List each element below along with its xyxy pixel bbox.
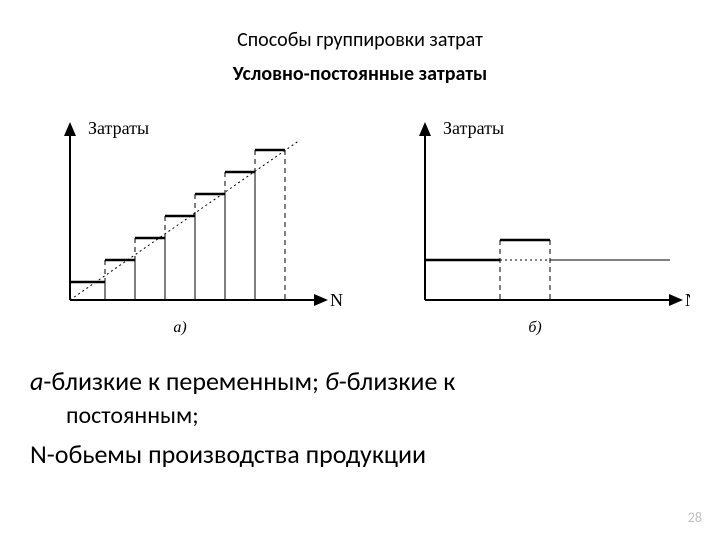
- chart-b: Затраты N б): [419, 118, 690, 336]
- chart-a-y-label: Затраты: [88, 118, 149, 138]
- heading-line-1: Способы группировки затрат: [0, 28, 720, 52]
- chart-b-y-label: Затраты: [443, 118, 504, 138]
- slide: { "titles": { "line1": "Способы группиро…: [0, 0, 720, 540]
- caption-indent: постоянным;: [66, 401, 199, 430]
- caption-n-line: N-обьемы производства продукции: [30, 438, 690, 470]
- chart-a-caption: а): [173, 319, 186, 336]
- chart-a: Затраты N а): [64, 118, 343, 336]
- charts-svg: Затраты N а) Затраты N б): [30, 110, 690, 340]
- chart-b-x-label: N: [685, 290, 690, 310]
- caption-block: а-близкие к переменным; б-близкие к пост…: [30, 365, 690, 431]
- caption-a-letter: а: [30, 365, 43, 397]
- page-number: 28: [688, 509, 702, 526]
- caption-a-text: -близкие к переменным;: [43, 365, 324, 397]
- chart-b-caption: б): [528, 319, 541, 336]
- caption-b-letter: б: [325, 365, 339, 397]
- chart-a-x-label: N: [330, 290, 343, 310]
- heading-line-2: Условно-постоянные затраты: [0, 62, 720, 86]
- caption-b-text: -близкие к: [339, 365, 456, 397]
